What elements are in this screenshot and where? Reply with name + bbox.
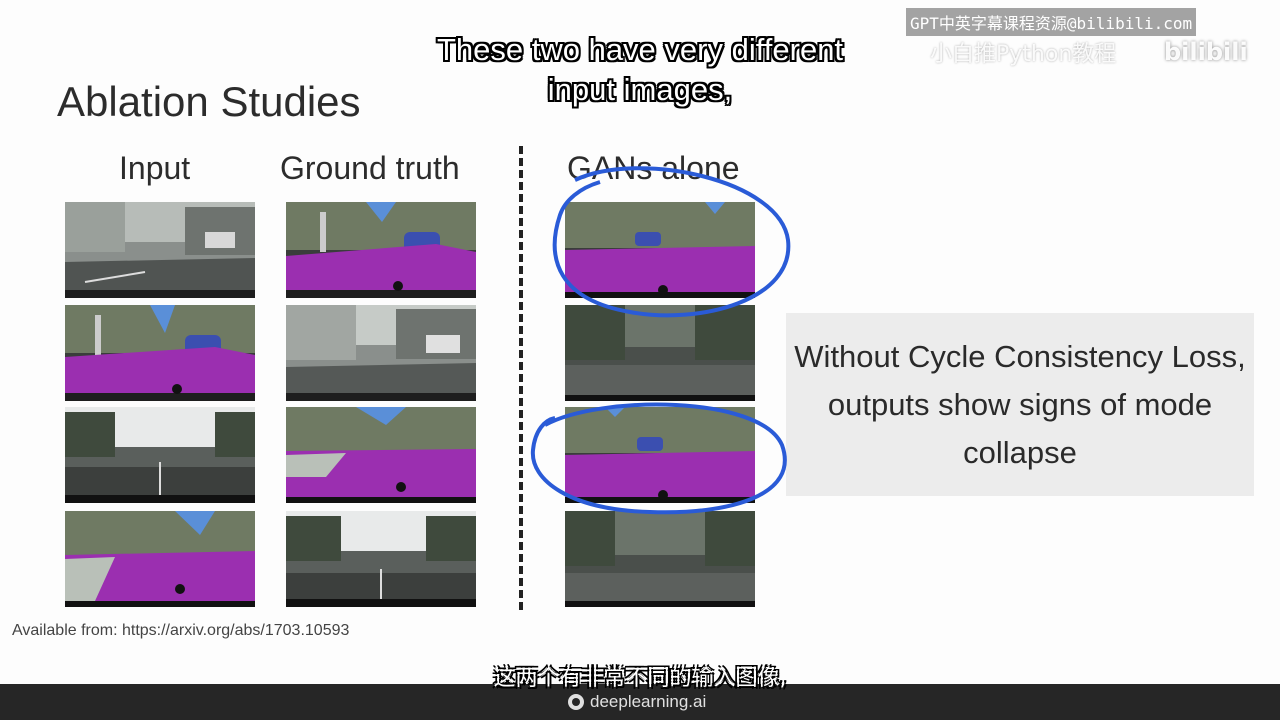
slide: Ablation Studies Input Ground truth GANs… <box>12 78 1254 639</box>
dashed-divider <box>519 146 523 610</box>
footer-bar <box>0 684 1280 720</box>
ground-truth-segmentation-2 <box>286 407 476 503</box>
deeplearning-logo-icon <box>568 694 584 710</box>
watermark-subtext: 小白推Python教程 <box>930 42 1117 67</box>
callout-text: Without Cycle Consistency Loss, outputs … <box>794 338 1246 470</box>
input-segmentation-1 <box>65 305 255 401</box>
gan-output-segmentation-1 <box>565 202 755 298</box>
gan-output-photo-2 <box>565 511 755 607</box>
slide-title: Ablation Studies <box>57 78 361 125</box>
input-photo-street-2 <box>65 407 255 503</box>
ground-truth-photo-2 <box>286 511 476 607</box>
callout-box: Without Cycle Consistency Loss, outputs … <box>786 313 1254 496</box>
ground-truth-photo-1 <box>286 305 476 401</box>
gan-output-photo-1 <box>565 305 755 401</box>
gan-output-segmentation-2 <box>565 407 755 503</box>
column-header-ground-truth: Ground truth <box>280 150 460 186</box>
chinese-subtitle: 这两个有非常不同的输入图像, <box>493 666 787 691</box>
brand-text: deeplearning.ai <box>590 692 707 711</box>
footer-brand: deeplearning.ai <box>568 692 706 712</box>
input-photo-street-1 <box>65 202 255 298</box>
input-segmentation-2 <box>65 511 255 607</box>
english-subtitle: These two have very different input imag… <box>436 32 844 107</box>
watermark-text: GPT中英字幕课程资源@bilibili.com <box>906 8 1197 36</box>
bilibili-logo: bilibili <box>1164 38 1248 66</box>
column-header-gans-alone: GANs alone <box>567 150 740 186</box>
ground-truth-segmentation-1 <box>286 202 476 298</box>
column-header-input: Input <box>119 150 191 186</box>
source-citation: Available from: https://arxiv.org/abs/17… <box>12 622 350 639</box>
